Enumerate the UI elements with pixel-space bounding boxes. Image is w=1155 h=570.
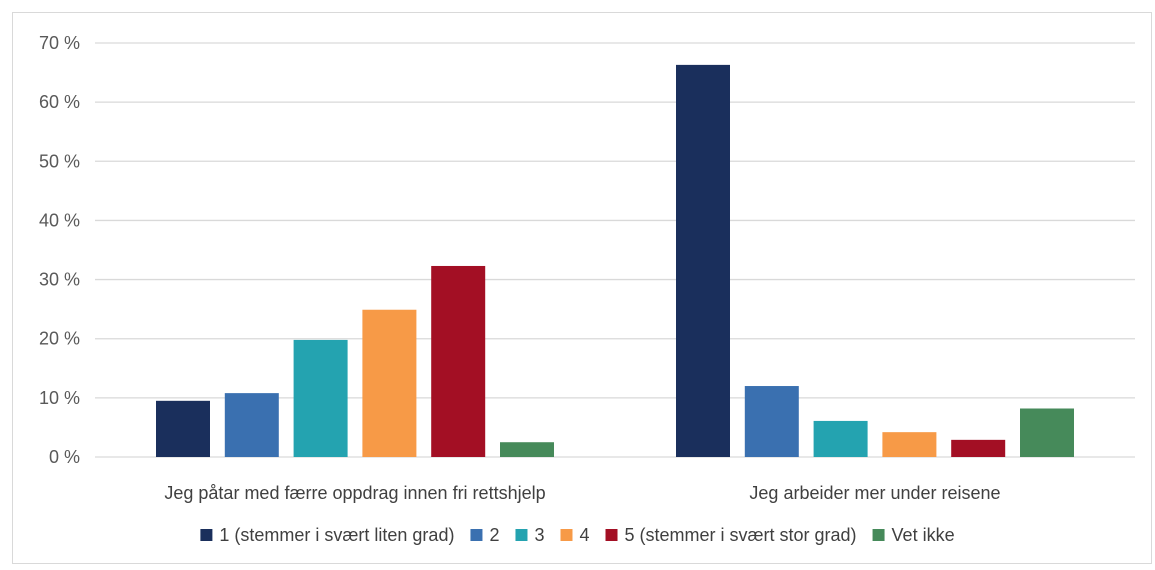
legend-item: Vet ikke	[872, 525, 955, 545]
legend: 1 (stemmer i svært liten grad) 2 3 4 5 (stem…	[200, 525, 955, 545]
legend-item: 4	[560, 525, 590, 545]
bar	[744, 386, 799, 457]
legend-label: 1 (stemmer i svært liten grad)	[219, 525, 454, 545]
category-label: Jeg påtar med færre oppdrag innen fri re…	[164, 483, 545, 503]
bar	[813, 420, 868, 457]
bar	[156, 400, 210, 457]
legend-swatch	[515, 529, 528, 541]
bar	[362, 309, 417, 457]
y-axis-ticks: 0 % 10 % 20 % 30 % 40 % 50 % 60 % 70 %	[39, 33, 80, 467]
legend-swatch	[200, 529, 213, 541]
legend-swatch	[560, 529, 573, 541]
bar	[293, 339, 348, 457]
category-labels: Jeg påtar med færre oppdrag innen fri re…	[164, 483, 1000, 503]
y-tick-label: 10 %	[39, 388, 80, 408]
y-tick-label: 0 %	[49, 447, 80, 467]
bar	[1020, 408, 1074, 457]
legend-item: 2	[470, 525, 499, 545]
bar	[224, 393, 279, 457]
legend-swatch	[872, 529, 885, 541]
legend-swatch	[605, 529, 618, 541]
bar	[951, 439, 1006, 457]
bars	[156, 64, 1074, 457]
legend-label: 2	[489, 525, 499, 545]
legend-label: 4	[579, 525, 589, 545]
legend-swatch	[470, 529, 483, 541]
legend-label: Vet ikke	[892, 525, 955, 545]
bar	[431, 265, 486, 457]
y-tick-label: 50 %	[39, 151, 80, 171]
y-tick-label: 20 %	[39, 329, 80, 349]
bar	[676, 64, 730, 457]
bar	[882, 432, 937, 457]
chart-frame	[12, 12, 1152, 564]
y-tick-label: 40 %	[39, 210, 80, 230]
legend-label: 3	[534, 525, 544, 545]
legend-label: 5 (stemmer i svært stor grad)	[625, 525, 857, 545]
legend-item: 1 (stemmer i svært liten grad)	[200, 525, 454, 545]
y-tick-label: 70 %	[39, 33, 80, 53]
legend-item: 3	[515, 525, 544, 545]
y-tick-label: 30 %	[39, 270, 80, 290]
y-tick-label: 60 %	[39, 92, 80, 112]
legend-item: 5 (stemmer i svært stor grad)	[605, 525, 857, 545]
category-label: Jeg arbeider mer under reisene	[749, 483, 1000, 503]
bar	[500, 442, 554, 457]
